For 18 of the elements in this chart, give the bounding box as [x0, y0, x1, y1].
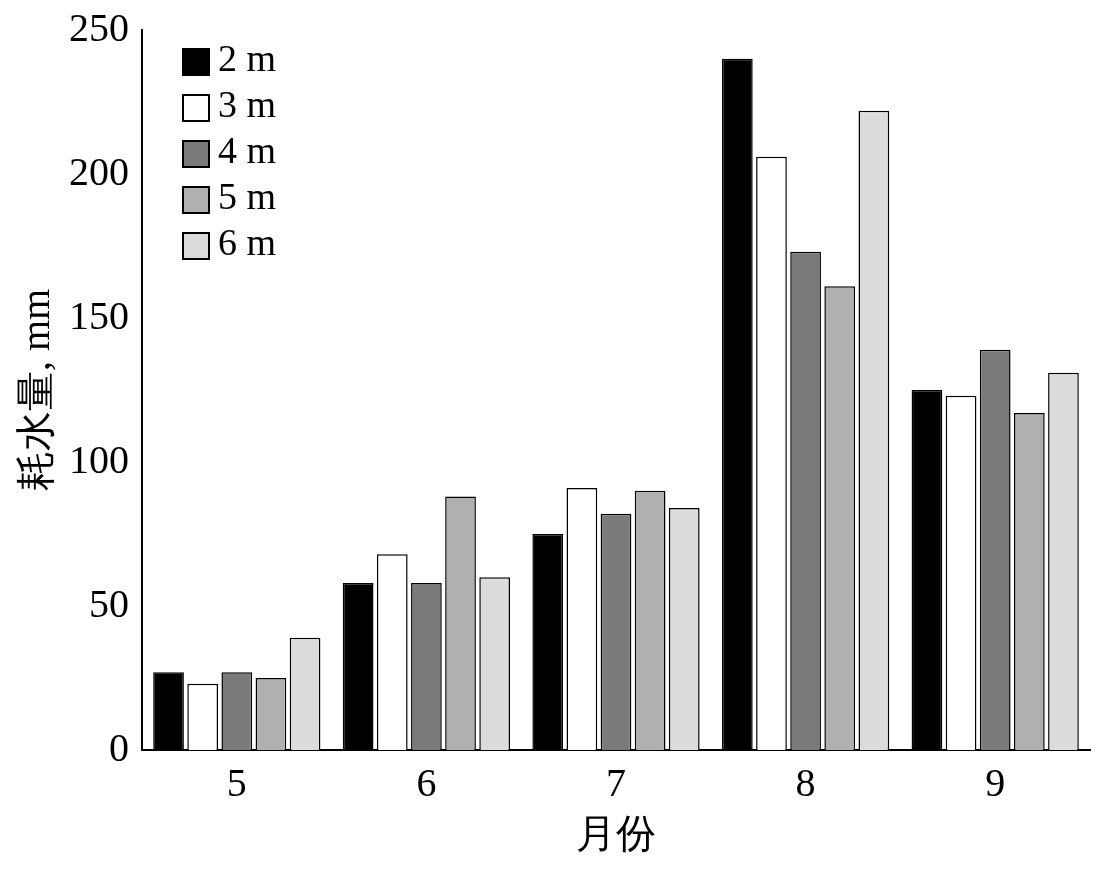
y-axis-title: 耗水量, mm — [12, 288, 58, 492]
legend-label: 5 m — [218, 174, 277, 217]
y-tick-label: 100 — [69, 436, 129, 482]
y-tick-label: 0 — [109, 724, 129, 770]
legend-label: 6 m — [218, 220, 277, 263]
x-tick-label: 7 — [606, 759, 626, 805]
x-axis-title: 月份 — [576, 810, 656, 856]
y-tick-label: 200 — [69, 148, 129, 194]
y-tick-label: 150 — [69, 292, 129, 338]
y-tick-label: 50 — [89, 580, 129, 626]
y-tick-label: 250 — [69, 4, 129, 50]
legend-label: 2 m — [218, 36, 277, 79]
legend-label: 4 m — [218, 128, 277, 171]
x-tick-label: 5 — [226, 759, 247, 805]
x-tick-label: 9 — [985, 759, 1006, 805]
x-tick-label: 6 — [416, 759, 437, 805]
legend-label: 3 m — [218, 82, 277, 125]
x-tick-label: 8 — [795, 759, 816, 805]
